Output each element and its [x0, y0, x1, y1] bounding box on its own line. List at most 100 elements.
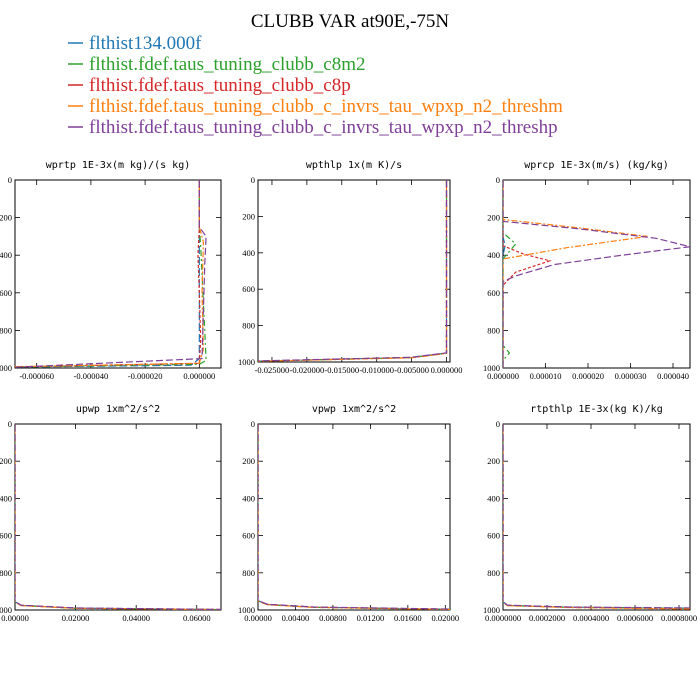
x-tick-label: 0.04000 — [122, 613, 150, 623]
x-tick-label: -0.025000 — [255, 365, 290, 375]
legend: flthist134.000f flthist.fdef.taus_tuning… — [68, 33, 563, 138]
y-tick-label: 600 — [0, 288, 12, 298]
panel-title: upwp 1xm^2/s^2 — [76, 404, 160, 415]
x-tick-label: 0.000030 — [615, 371, 647, 381]
series-line — [258, 180, 448, 362]
series-line — [15, 180, 202, 368]
y-tick-label: 0 — [251, 419, 255, 429]
panel-title: wprtp 1E-3x(m kg)/(s kg) — [46, 160, 191, 171]
panel: vpwp 1xm^2/s^2 0 200 400 600 800 10000.00000 0.… — [238, 404, 459, 623]
series-line — [503, 424, 690, 610]
x-tick-label: 0.000000 — [183, 371, 215, 381]
y-tick-label: 400 — [242, 493, 255, 503]
legend-entry: flthist.fdef.taus_tuning_clubb_c_invrs_t… — [68, 117, 558, 138]
series-line — [15, 180, 207, 368]
series-line — [15, 180, 207, 368]
y-tick-label: 0 — [8, 175, 12, 185]
series-line — [258, 180, 448, 362]
series-line — [503, 180, 648, 368]
panel: upwp 1xm^2/s^2 0 200 400 600 800 10000.00000 0.… — [0, 404, 222, 623]
plot-frame — [14, 423, 222, 611]
legend-label: flthist.fdef.taus_tuning_clubb_c_invrs_t… — [89, 96, 563, 117]
x-tick-label: -0.020000 — [290, 365, 325, 375]
plot-frame — [257, 423, 451, 611]
series-line — [15, 424, 221, 610]
x-tick-label: 0.0006000 — [617, 613, 653, 623]
x-tick-label: 0.00400 — [282, 613, 310, 623]
panel-title: rtpthlp 1E-3x(kg K)/kg — [530, 404, 662, 415]
legend-entry: flthist.fdef.taus_tuning_clubb_c8p — [68, 75, 351, 96]
series-line — [503, 180, 690, 368]
y-tick-label: 1000 — [238, 357, 255, 367]
series-line — [503, 180, 506, 368]
y-tick-label: 1000 — [238, 605, 255, 615]
x-tick-label: -0.000060 — [19, 371, 54, 381]
panel: rtpthlp 1E-3x(kg K)/kg020040060080010000… — [483, 404, 697, 623]
series-line — [258, 424, 450, 610]
y-tick-label: 0 — [496, 419, 500, 429]
y-tick-label: 600 — [242, 531, 255, 541]
y-tick-label: 1000 — [483, 605, 500, 615]
series-line — [15, 424, 221, 610]
x-tick-label: 0.00800 — [319, 613, 347, 623]
x-tick-label: 0.000000 — [431, 365, 463, 375]
series-line — [15, 180, 204, 368]
x-tick-label: 0.00000 — [1, 613, 29, 623]
series-line — [258, 424, 450, 610]
series-line — [258, 424, 450, 610]
y-tick-label: 400 — [242, 248, 255, 258]
x-tick-label: 0.02000 — [62, 613, 90, 623]
legend-label: flthist.fdef.taus_tuning_clubb_c_invrs_t… — [89, 117, 558, 138]
plot-frame — [502, 179, 691, 369]
series-line — [258, 180, 448, 362]
x-tick-label: 0.0000000 — [485, 613, 521, 623]
panel-title: wprcp 1E-3x(m/s) (kg/kg) — [524, 160, 669, 171]
y-tick-label: 1000 — [0, 605, 12, 615]
x-tick-label: 0.06000 — [183, 613, 211, 623]
y-tick-label: 1000 — [0, 363, 12, 373]
x-tick-label: 0.00000 — [244, 613, 272, 623]
y-tick-label: 800 — [0, 568, 12, 578]
y-tick-label: 0 — [251, 175, 255, 185]
series-line — [258, 424, 450, 610]
y-tick-label: 200 — [487, 213, 500, 223]
legend-label: flthist.fdef.taus_tuning_clubb_c8m2 — [89, 54, 366, 75]
series-line — [258, 180, 448, 362]
series-line — [15, 424, 221, 610]
x-tick-label: -0.010000 — [359, 365, 394, 375]
panel: wprtp 1E-3x(m kg)/(s kg) 0 200 400 600 800 100… — [0, 160, 222, 381]
y-tick-label: 600 — [487, 531, 500, 541]
legend-entry: flthist134.000f — [68, 33, 202, 54]
series-line — [15, 424, 221, 610]
y-tick-label: 600 — [242, 284, 255, 294]
y-tick-label: 400 — [0, 250, 12, 260]
y-tick-label: 200 — [0, 213, 12, 223]
series-line — [503, 424, 690, 610]
panel-title: wpthlp 1x(m K)/s — [306, 160, 402, 171]
y-tick-label: 200 — [0, 456, 12, 466]
panels: wprtp 1E-3x(m kg)/(s kg) 0 200 400 600 800 100… — [0, 160, 697, 623]
plot-frame — [502, 423, 691, 611]
x-tick-label: -0.000040 — [74, 371, 109, 381]
y-tick-label: 200 — [242, 456, 255, 466]
y-tick-label: 600 — [0, 531, 12, 541]
x-tick-label: -0.005000 — [394, 365, 429, 375]
plot-frame — [257, 179, 451, 363]
legend-label: flthist134.000f — [89, 33, 202, 54]
y-tick-label: 600 — [487, 288, 500, 298]
series-line — [258, 424, 450, 610]
legend-entry: flthist.fdef.taus_tuning_clubb_c8m2 — [68, 54, 366, 75]
y-tick-label: 200 — [487, 456, 500, 466]
panel: wprcp 1E-3x(m/s) (kg/kg) 0 200 400 600 800 100… — [483, 160, 691, 381]
series-line — [503, 180, 552, 368]
x-tick-label: 0.0002000 — [529, 613, 565, 623]
legend-entry: flthist.fdef.taus_tuning_clubb_c_invrs_t… — [68, 96, 563, 117]
x-tick-label: 0.02000 — [432, 613, 460, 623]
y-tick-label: 200 — [242, 211, 255, 221]
x-tick-label: 0.0008000 — [661, 613, 697, 623]
series-line — [503, 424, 690, 609]
series-line — [503, 424, 690, 609]
series-line — [258, 180, 448, 362]
series-line — [15, 180, 200, 368]
